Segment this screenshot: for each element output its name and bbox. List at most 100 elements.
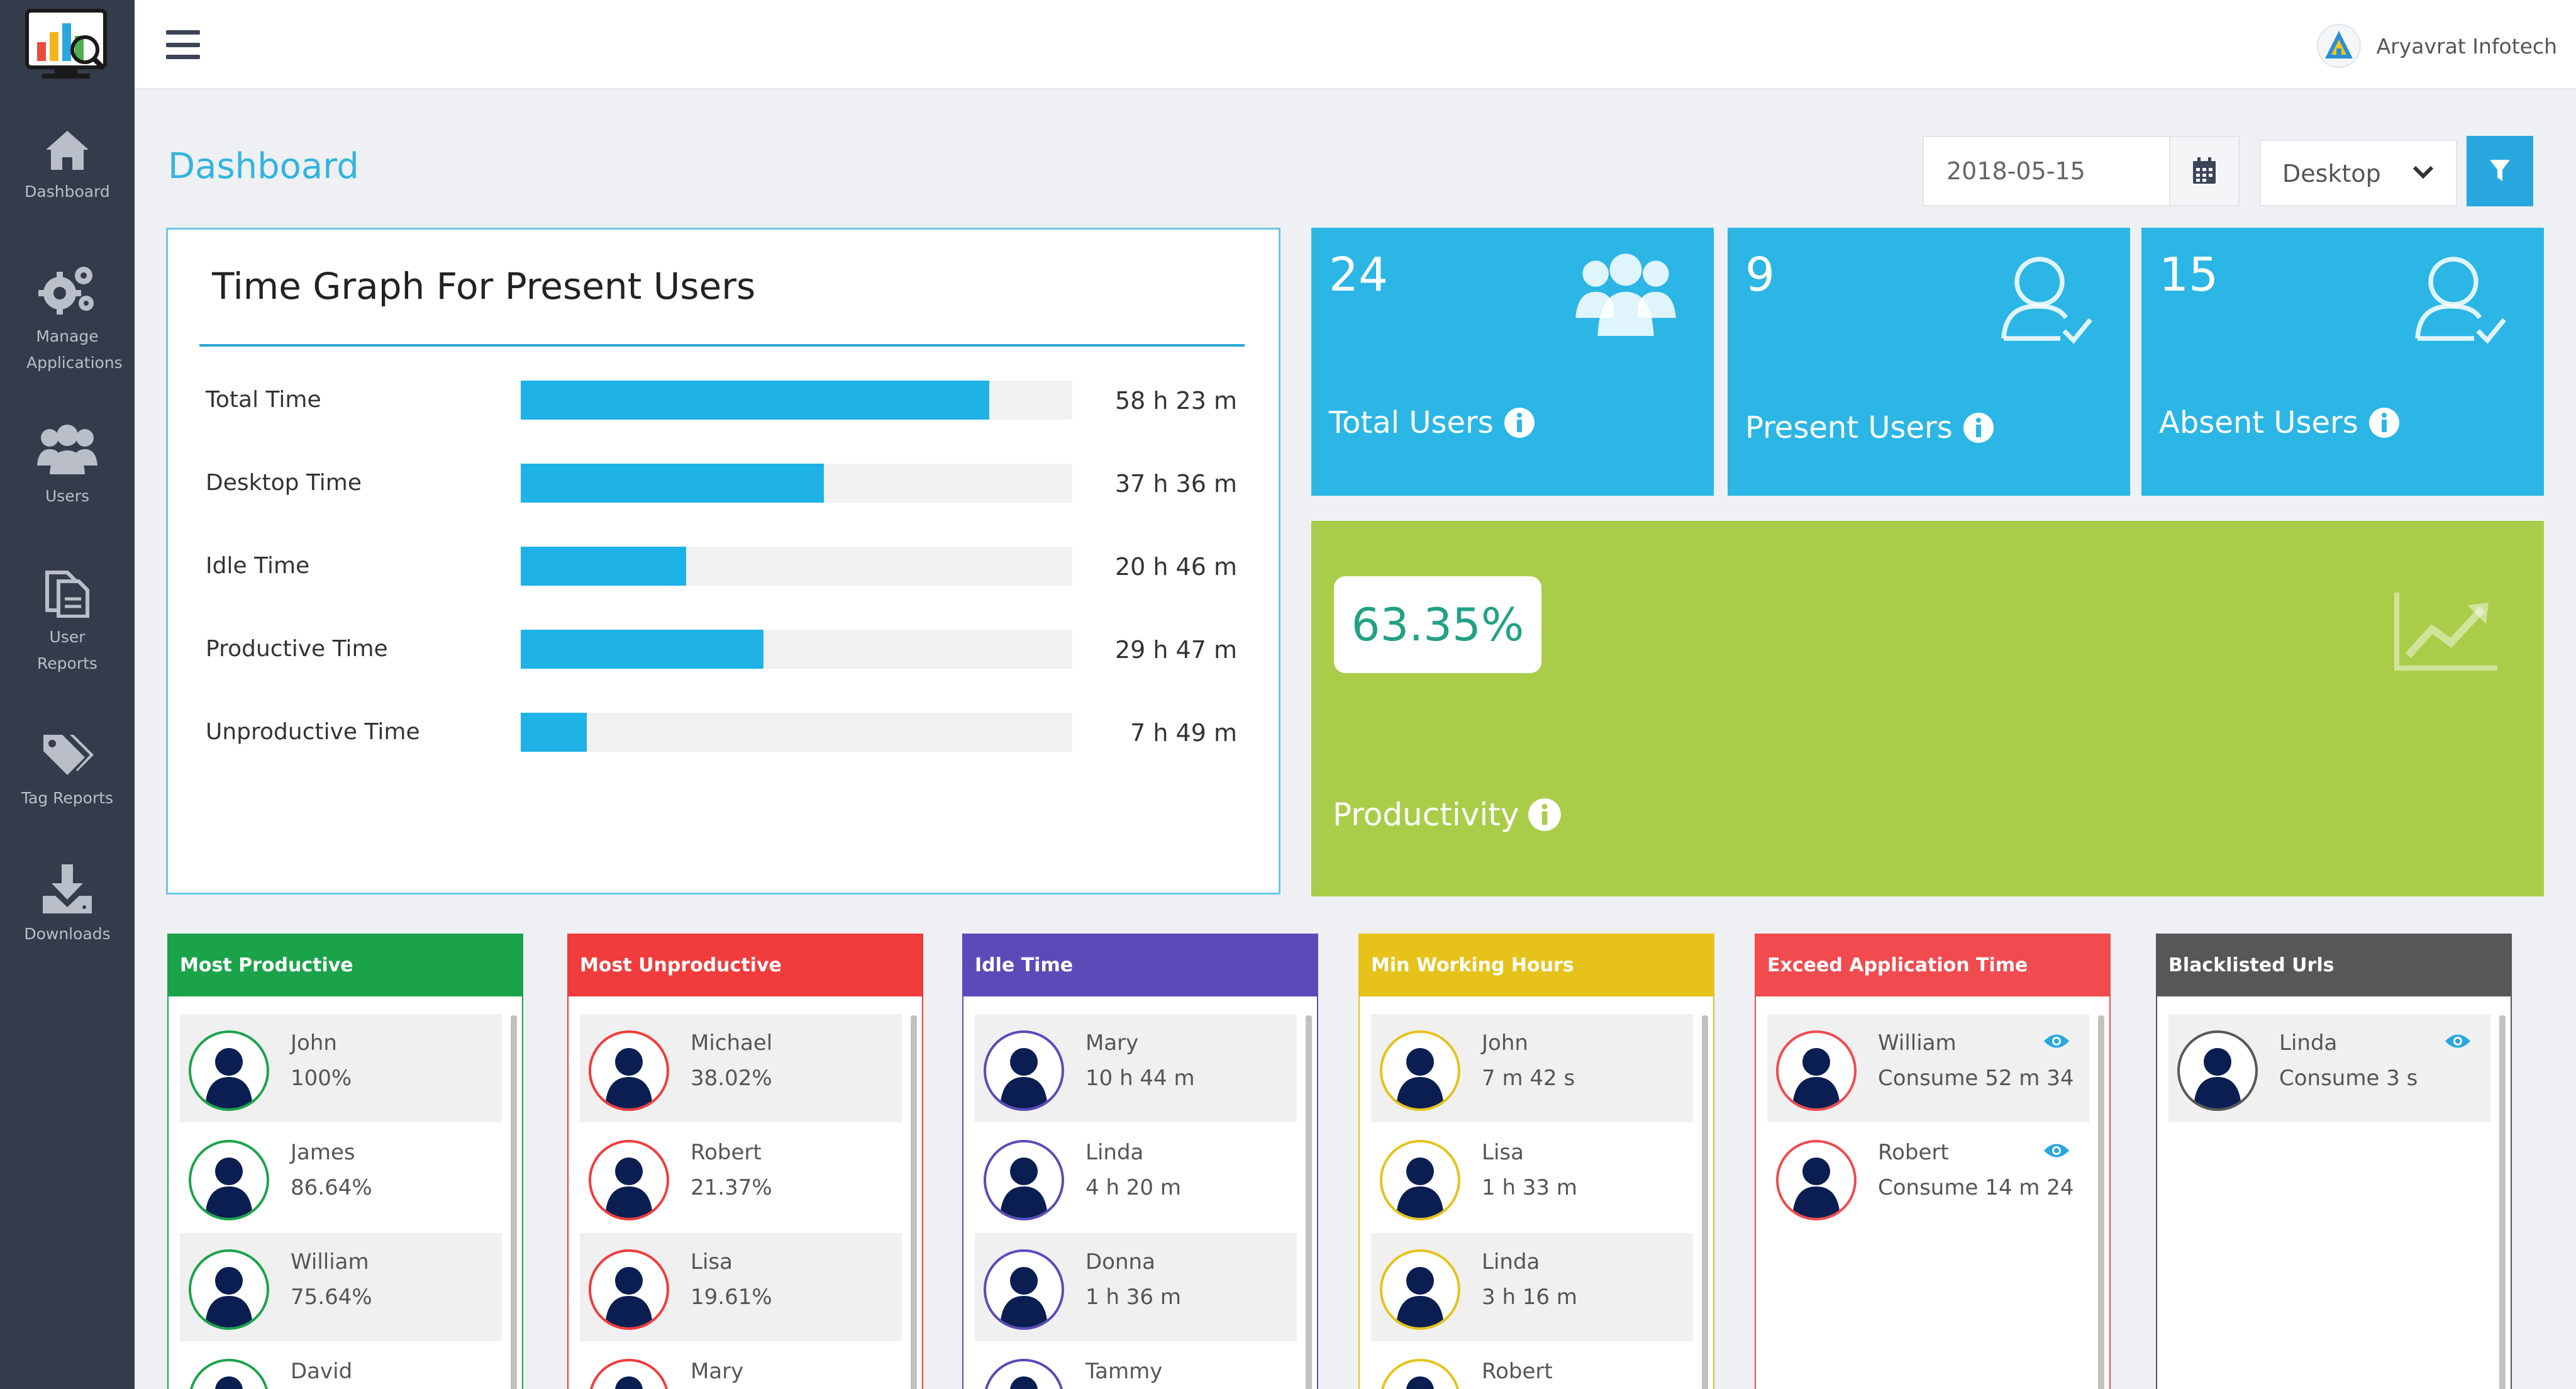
- scrollbar[interactable]: [2499, 1015, 2506, 1389]
- sidebar-item-users[interactable]: Users: [0, 424, 135, 510]
- list-item[interactable]: John 100%: [180, 1014, 502, 1122]
- user-avatar-icon: [615, 1376, 643, 1389]
- sidebar-item-label: Downloads: [24, 925, 111, 943]
- most-unproductive-panel: Most Unproductive Michael 38.02% Robert …: [567, 934, 923, 1389]
- filter-icon: [2490, 160, 2510, 181]
- time-graph-value: 58 h 23 m: [1114, 387, 1237, 415]
- company-name: Aryavrat Infotech: [2376, 33, 2557, 59]
- list-item[interactable]: Mary 10 h 44 m: [975, 1014, 1297, 1122]
- list-item[interactable]: Tammy: [975, 1342, 1297, 1389]
- productivity-label: Productivity: [1333, 796, 1562, 833]
- avatar: [589, 1030, 669, 1111]
- list-item[interactable]: Lisa 1 h 33 m: [1371, 1124, 1693, 1232]
- download-icon: [43, 864, 92, 913]
- user-value: 19.61%: [691, 1285, 772, 1310]
- list-item[interactable]: Robert 21.37%: [580, 1124, 902, 1232]
- user-value: 100%: [291, 1066, 352, 1091]
- avatar: [189, 1249, 269, 1330]
- list-item[interactable]: William 75.64%: [180, 1233, 502, 1341]
- productivity-card[interactable]: 63.35% Productivity: [1311, 521, 2544, 896]
- present-users-card[interactable]: 9 Present Users: [1728, 228, 2130, 496]
- avatar: [589, 1249, 669, 1330]
- list-item[interactable]: Linda Consume 3 s: [2168, 1014, 2490, 1122]
- tags-icon: [43, 735, 94, 775]
- scrollbar[interactable]: [2098, 1015, 2104, 1389]
- info-icon[interactable]: [1963, 412, 1994, 443]
- device-select[interactable]: Desktop: [2260, 140, 2457, 206]
- list-item[interactable]: Linda 3 h 16 m: [1371, 1233, 1693, 1341]
- list-item[interactable]: Linda 4 h 20 m: [975, 1124, 1297, 1232]
- user-check-icon: [2001, 257, 2092, 344]
- info-icon[interactable]: [1504, 407, 1535, 438]
- time-graph-label: Total Time: [206, 387, 321, 413]
- list-item[interactable]: Michael 38.02%: [580, 1014, 902, 1122]
- list-item[interactable]: Mary: [580, 1342, 902, 1389]
- sidebar-item-label: Dashboard: [25, 182, 110, 201]
- date-value: 2018-05-15: [1946, 157, 2085, 185]
- list-item[interactable]: Donna 1 h 36 m: [975, 1233, 1297, 1341]
- avatar: [984, 1030, 1064, 1111]
- user-name: Lisa: [691, 1249, 733, 1275]
- panel-header: Blacklisted Urls: [2157, 935, 2511, 996]
- eye-icon[interactable]: [2444, 1032, 2472, 1051]
- eye-icon[interactable]: [2043, 1032, 2070, 1051]
- time-graph-value: 29 h 47 m: [1114, 636, 1237, 664]
- date-field[interactable]: 2018-05-15: [1923, 136, 2240, 206]
- list-item[interactable]: Lisa 19.61%: [580, 1233, 902, 1341]
- absent-users-card[interactable]: 15 Absent Users: [2141, 228, 2544, 496]
- total-users-count: 24: [1329, 248, 1389, 302]
- list-item[interactable]: William Consume 52 m 34: [1767, 1014, 2089, 1122]
- eye-icon[interactable]: [2043, 1141, 2070, 1160]
- time-graph-value: 20 h 46 m: [1114, 553, 1237, 581]
- sidebar-item-user-reports[interactable]: User Reports: [0, 566, 135, 677]
- list-item[interactable]: David: [180, 1342, 502, 1389]
- avatar: [1380, 1359, 1460, 1389]
- sidebar-item-manage-applications[interactable]: Manage Applications: [0, 262, 135, 376]
- info-icon[interactable]: [1528, 798, 1562, 832]
- user-value: Consume 3 s: [2279, 1066, 2418, 1091]
- list-item[interactable]: Robert: [1371, 1342, 1693, 1389]
- avatar: [1380, 1140, 1460, 1220]
- user-name: Robert: [691, 1140, 762, 1165]
- time-graph-label: Productive Time: [206, 636, 388, 662]
- total-users-card[interactable]: 24 Total Users: [1311, 228, 1714, 496]
- user-avatar-icon: [1396, 1158, 1444, 1218]
- time-graph-panel: Time Graph For Present Users Total Time …: [166, 228, 1280, 895]
- list-item[interactable]: Robert Consume 14 m 24: [1767, 1124, 2089, 1232]
- user-avatar-icon: [605, 1158, 653, 1218]
- calendar-button[interactable]: [2169, 137, 2238, 205]
- page-title: Dashboard: [168, 146, 359, 187]
- user-value: Consume 14 m 24: [1878, 1175, 2074, 1200]
- company-info[interactable]: Aryavrat Infotech: [2316, 24, 2557, 68]
- scrollbar[interactable]: [1306, 1015, 1312, 1389]
- user-value: 86.64%: [291, 1175, 372, 1200]
- user-name: Mary: [691, 1359, 744, 1384]
- time-graph-bar-track: [521, 630, 1072, 669]
- list-item[interactable]: James 86.64%: [180, 1124, 502, 1232]
- user-avatar-icon: [1000, 1048, 1048, 1108]
- list-item[interactable]: John 7 m 42 s: [1371, 1014, 1693, 1122]
- info-icon[interactable]: [2368, 407, 2400, 438]
- scrollbar[interactable]: [1702, 1015, 1708, 1389]
- user-check-icon: [2415, 257, 2506, 344]
- sidebar-item-downloads[interactable]: Downloads: [0, 863, 135, 947]
- sidebar-item-label: Users: [45, 487, 89, 505]
- sidebar-item-tag-reports[interactable]: Tag Reports: [0, 731, 135, 812]
- user-name: Lisa: [1482, 1140, 1524, 1165]
- filter-button[interactable]: [2467, 136, 2533, 206]
- scrollbar[interactable]: [511, 1015, 517, 1389]
- user-value: 1 h 36 m: [1085, 1285, 1181, 1310]
- user-avatar-icon: [1406, 1376, 1434, 1389]
- app-logo[interactable]: [0, 0, 135, 89]
- panel-header: Most Unproductive: [569, 935, 922, 996]
- user-avatar-icon: [605, 1048, 653, 1108]
- menu-toggle-icon[interactable]: [166, 30, 200, 59]
- sidebar-item-dashboard[interactable]: Dashboard: [0, 128, 135, 205]
- scrollbar[interactable]: [911, 1015, 917, 1389]
- user-avatar-icon: [1010, 1376, 1038, 1389]
- user-name: John: [291, 1030, 337, 1056]
- reports-icon: [45, 571, 89, 618]
- time-graph-value: 7 h 49 m: [1130, 719, 1237, 747]
- most-productive-panel: Most Productive John 100% James 86.64% W…: [167, 934, 523, 1389]
- user-value: 10 h 44 m: [1085, 1066, 1195, 1091]
